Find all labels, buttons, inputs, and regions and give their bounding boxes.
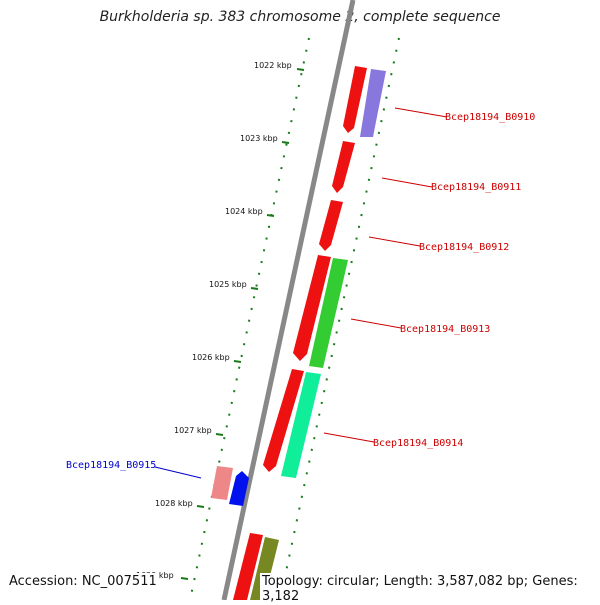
kbp-tick-label: 1022 kbp xyxy=(254,61,292,70)
kbp-tick-mark xyxy=(266,214,275,217)
cds-features xyxy=(211,66,386,600)
cds-arrow xyxy=(229,471,249,506)
kbp-tick-mark xyxy=(250,287,259,290)
kbp-tick-label: 1023 kbp xyxy=(240,134,278,143)
kbp-tick-label: 1025 kbp xyxy=(209,280,247,289)
gene-label-b0915[interactable]: Bcep18194_B0915 xyxy=(66,460,156,471)
leader-line xyxy=(323,432,375,443)
gene-label-b0913[interactable]: Bcep18194_B0913 xyxy=(400,324,490,335)
gene-label-b0914[interactable]: Bcep18194_B0914 xyxy=(373,438,463,449)
kbp-tick-mark xyxy=(215,433,224,436)
cds-arrow xyxy=(343,66,367,133)
cds-arrow xyxy=(263,369,304,472)
leader-line xyxy=(368,236,421,247)
gene-label-b0910[interactable]: Bcep18194_B0910 xyxy=(445,112,535,123)
cds-arrow xyxy=(360,69,386,137)
leader-line xyxy=(154,466,202,479)
outer-dotted-scale xyxy=(189,37,310,600)
cds-arrow xyxy=(332,141,355,193)
label-leader-lines xyxy=(154,107,448,479)
cds-arrow xyxy=(309,258,348,368)
kbp-tick-mark xyxy=(281,141,290,144)
gene-label-b0911[interactable]: Bcep18194_B0911 xyxy=(431,182,521,193)
kbp-tick-label: 1027 kbp xyxy=(174,426,212,435)
inner-dotted-scale xyxy=(279,37,400,600)
cds-arrow xyxy=(319,200,343,251)
kbp-tick-mark xyxy=(196,505,205,508)
kbp-tick-mark xyxy=(180,577,189,580)
cds-arrow xyxy=(281,372,321,478)
kbp-tick-label: 1028 kbp xyxy=(155,499,193,508)
genome-backbone xyxy=(221,0,356,600)
map-title: Burkholderia sp. 383 chromosome 2, compl… xyxy=(99,9,501,25)
leader-line xyxy=(394,107,448,118)
cds-arrow xyxy=(293,255,331,361)
kbp-tick-label: 1026 kbp xyxy=(192,353,230,362)
leader-line xyxy=(381,177,433,188)
kbp-tick-marks xyxy=(180,68,305,580)
cds-arrow xyxy=(211,466,233,500)
topology-text: Topology: circular; Length: 3,587,082 bp… xyxy=(260,573,600,605)
kbp-tick-mark xyxy=(233,360,242,363)
cds-arrow xyxy=(233,533,263,600)
gene-label-b0912[interactable]: Bcep18194_B0912 xyxy=(419,242,509,253)
accession-text: Accession: NC_007511 xyxy=(7,573,159,590)
cds-arrow xyxy=(250,537,279,600)
kbp-tick-mark xyxy=(296,68,305,71)
kbp-tick-label: 1024 kbp xyxy=(225,207,263,216)
leader-line xyxy=(350,318,402,329)
